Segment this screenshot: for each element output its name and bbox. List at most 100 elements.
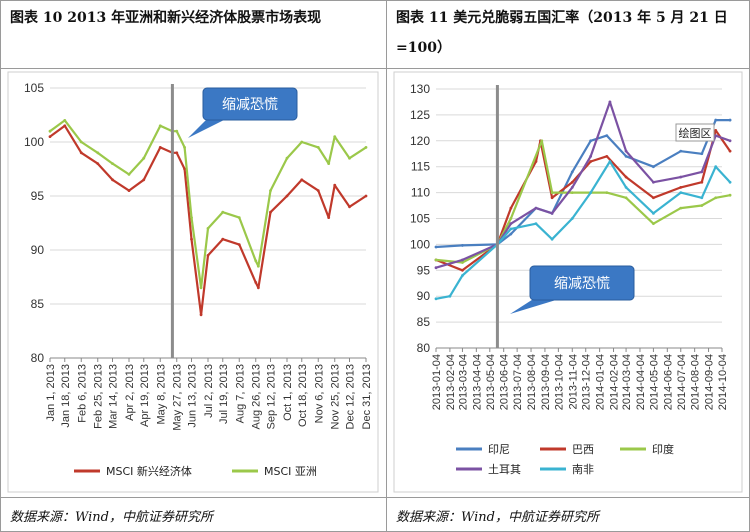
- data-point: [254, 259, 258, 263]
- right-callout-box: [529, 265, 635, 301]
- x-tick-label: 2013-09-04: [540, 354, 552, 410]
- x-tick-label: Nov 25, 2013: [330, 364, 342, 429]
- data-point: [570, 170, 574, 174]
- y-tick-label: 115: [411, 160, 430, 174]
- data-point: [221, 237, 225, 241]
- data-point: [509, 206, 513, 210]
- data-point: [96, 151, 100, 155]
- x-tick-label: Dec 12, 2013: [345, 364, 357, 429]
- data-point: [550, 191, 554, 195]
- data-point: [300, 140, 304, 144]
- x-tick-label: Mar 14, 2013: [108, 364, 120, 429]
- x-tick-label: Sep 12, 2013: [266, 364, 278, 429]
- data-point: [434, 266, 438, 270]
- x-tick-label: Oct 1, 2013: [282, 364, 294, 421]
- data-point: [700, 180, 704, 184]
- data-point: [461, 268, 464, 272]
- y-tick-label: 100: [24, 135, 44, 149]
- legend-label-1: MSCI 亚洲: [264, 465, 317, 478]
- data-point: [434, 258, 438, 262]
- data-point: [714, 118, 718, 122]
- x-tick-label: 2014-06-04: [662, 354, 674, 410]
- data-point: [714, 134, 718, 138]
- data-point: [589, 154, 593, 158]
- data-point: [448, 294, 452, 298]
- data-point: [679, 206, 683, 210]
- data-point: [79, 151, 83, 155]
- title-divider: [0, 68, 750, 69]
- y-tick-label: 90: [31, 243, 45, 257]
- data-point: [237, 243, 241, 247]
- y-tick-label: 125: [410, 108, 430, 122]
- data-point: [316, 146, 320, 149]
- data-point: [269, 210, 272, 214]
- data-point: [206, 227, 210, 230]
- data-point: [285, 194, 289, 198]
- y-tick-label: 105: [410, 212, 430, 226]
- x-tick-label: 2013-01-04: [431, 354, 443, 410]
- x-tick-label: May 8, 2013: [155, 364, 167, 425]
- data-point: [79, 140, 83, 144]
- data-point: [605, 191, 609, 195]
- x-tick-label: 2013-03-04: [457, 354, 469, 410]
- data-point: [316, 189, 320, 193]
- data-point: [700, 204, 704, 207]
- legend-label-0: 印尼: [488, 443, 510, 456]
- y-tick-label: 105: [24, 81, 44, 95]
- x-tick-label: 2014-01-04: [595, 354, 607, 410]
- column-divider: [386, 0, 387, 532]
- x-tick-label: Apr 19, 2013: [139, 364, 151, 427]
- x-tick-label: Feb 25, 2013: [93, 364, 105, 429]
- data-point: [550, 237, 554, 241]
- data-point: [269, 189, 272, 193]
- data-point: [714, 165, 718, 169]
- series-line-1: [49, 119, 367, 289]
- data-point: [190, 237, 193, 241]
- data-point: [127, 189, 131, 193]
- left-callout-pointer: [188, 118, 224, 138]
- data-point: [605, 134, 609, 138]
- data-point: [96, 162, 100, 166]
- data-point: [624, 149, 628, 153]
- data-point: [221, 210, 225, 214]
- series-line-0: [49, 124, 367, 316]
- left-callout-box: [202, 87, 298, 121]
- data-point: [540, 139, 544, 143]
- data-point: [183, 167, 186, 171]
- left-chart-title: 图表 10 2013 年亚洲和新兴经济体股票市场表现: [10, 10, 322, 26]
- left-callout-text: 缩减恐慌: [222, 97, 278, 113]
- legend-label-2: 印度: [652, 442, 674, 456]
- data-point: [728, 118, 732, 122]
- data-point: [550, 211, 554, 215]
- data-point: [461, 274, 464, 277]
- data-point: [48, 135, 52, 139]
- data-point: [509, 222, 513, 226]
- data-point: [175, 151, 179, 155]
- data-point: [534, 206, 538, 210]
- data-point: [570, 186, 574, 189]
- data-point: [714, 196, 718, 200]
- data-point: [652, 165, 655, 169]
- source-divider: [0, 497, 750, 498]
- x-tick-label: 2014-09-04: [704, 354, 716, 410]
- x-tick-label: 2013-11-04: [567, 354, 579, 409]
- data-point: [570, 191, 574, 195]
- data-point: [608, 100, 612, 104]
- data-point: [509, 232, 513, 236]
- data-point: [589, 160, 593, 163]
- data-point: [461, 261, 464, 264]
- data-point: [570, 180, 574, 184]
- data-point: [679, 191, 683, 195]
- x-tick-label: 2014-07-04: [676, 354, 688, 410]
- x-tick-label: Jan 1, 2013: [45, 364, 57, 422]
- data-point: [728, 193, 732, 197]
- y-tick-label: 90: [417, 289, 431, 303]
- data-point: [679, 175, 683, 179]
- data-point: [333, 135, 337, 139]
- data-point: [570, 217, 574, 220]
- data-point: [175, 129, 179, 133]
- data-point: [624, 154, 628, 158]
- y-tick-label: 80: [31, 351, 45, 365]
- y-tick-label: 110: [411, 186, 430, 200]
